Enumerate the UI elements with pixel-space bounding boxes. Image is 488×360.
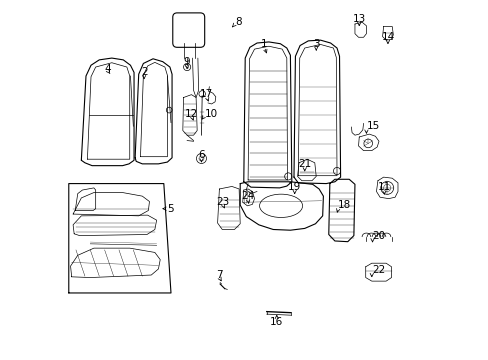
Text: 7: 7 xyxy=(216,270,222,280)
Text: 4: 4 xyxy=(105,64,111,74)
Text: 10: 10 xyxy=(204,109,217,119)
Text: 23: 23 xyxy=(216,197,229,207)
Text: 18: 18 xyxy=(337,200,350,210)
Text: 8: 8 xyxy=(235,17,242,27)
Text: 2: 2 xyxy=(141,67,147,77)
Text: 12: 12 xyxy=(185,109,198,119)
Text: 17: 17 xyxy=(200,89,213,99)
Text: 19: 19 xyxy=(287,182,301,192)
Text: 22: 22 xyxy=(371,265,384,275)
Text: 16: 16 xyxy=(269,317,283,327)
Text: 1: 1 xyxy=(261,39,267,49)
Text: 20: 20 xyxy=(371,231,384,240)
Text: 13: 13 xyxy=(352,14,365,24)
Text: 6: 6 xyxy=(198,150,204,160)
Text: 14: 14 xyxy=(381,32,394,41)
Text: 5: 5 xyxy=(167,204,174,214)
Text: 24: 24 xyxy=(241,191,254,201)
Text: 15: 15 xyxy=(366,121,379,131)
Text: 11: 11 xyxy=(377,182,390,192)
Text: 3: 3 xyxy=(312,39,319,49)
Text: 9: 9 xyxy=(183,57,190,67)
Text: 21: 21 xyxy=(298,159,311,169)
